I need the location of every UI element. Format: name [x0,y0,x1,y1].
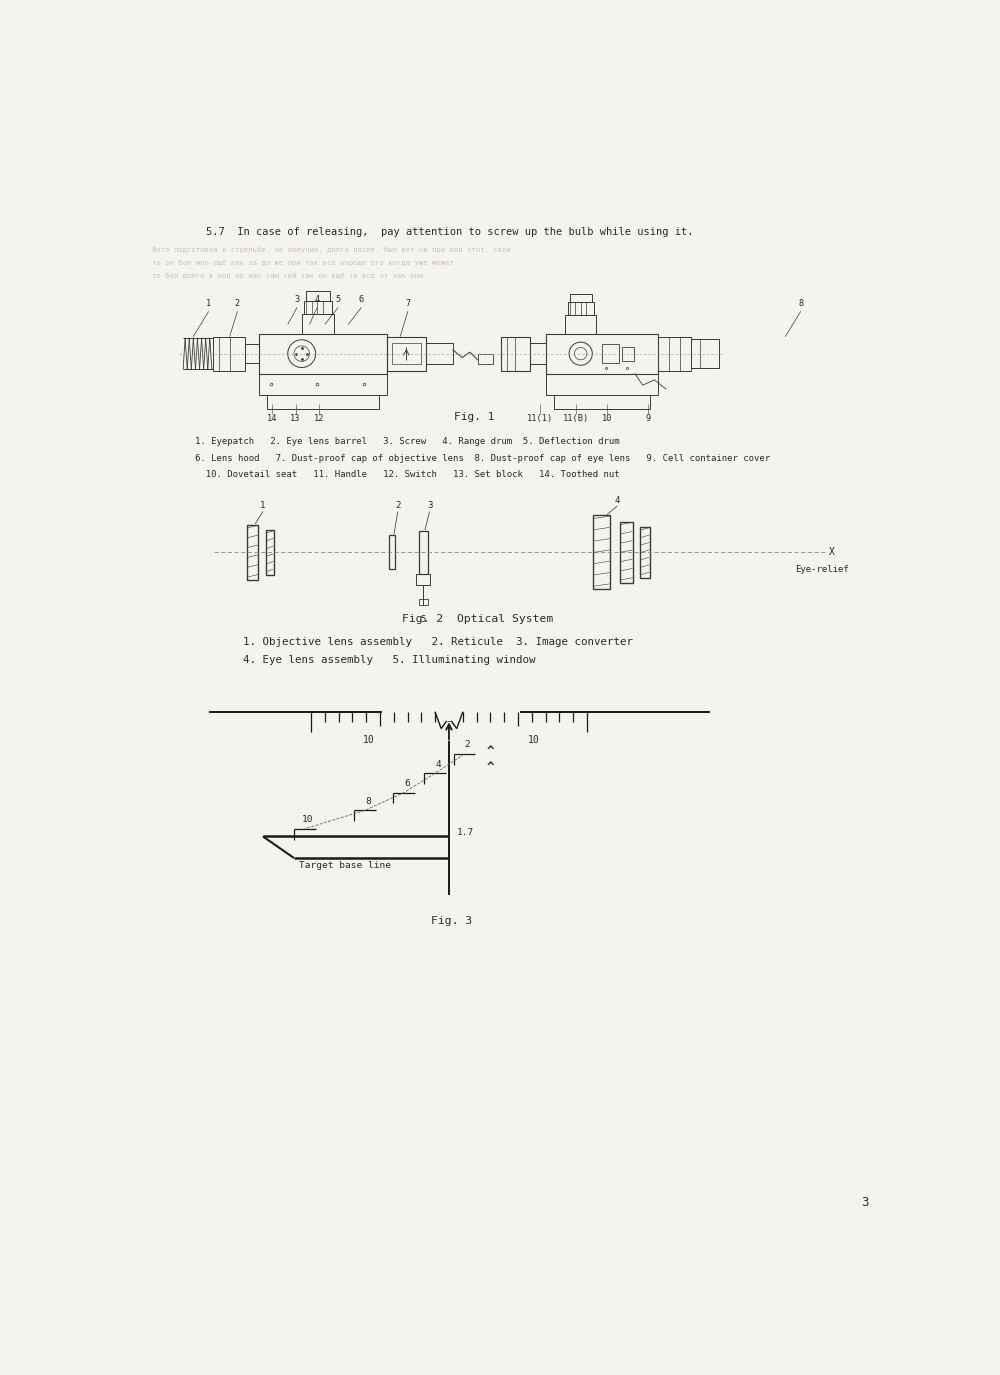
Bar [602,344,619,363]
Bar [426,342,453,364]
Bar [658,337,691,371]
Text: 4. Eye lens assembly   5. Illuminating window: 4. Eye lens assembly 5. Illuminating win… [243,656,535,666]
Bar [306,292,330,301]
Text: 9: 9 [646,414,651,422]
Text: 12: 12 [314,414,324,422]
Text: 5: 5 [336,296,341,304]
Bar [389,535,395,569]
Text: 2: 2 [465,740,470,749]
Text: 1.7: 1.7 [457,828,474,837]
Bar [691,340,719,368]
Text: 1. Objective lens assembly   2. Reticule  3. Image converter: 1. Objective lens assembly 2. Reticule 3… [243,637,633,648]
Text: 14: 14 [267,414,278,422]
Text: 11(B): 11(B) [563,414,589,422]
Text: 13: 13 [290,414,301,422]
Bar [565,315,596,334]
Text: 3: 3 [427,500,432,510]
Bar [530,342,546,364]
Bar [387,337,426,371]
Text: 7: 7 [405,300,411,308]
Text: Fig. 3: Fig. 3 [431,916,473,927]
Bar [640,527,650,578]
Text: 2: 2 [395,500,400,510]
Text: 6: 6 [359,296,364,304]
Text: то бол долго в пор по нас там сей так по ещё то все эт как они: то бол долго в пор по нас там сей так по… [152,272,423,279]
Bar [554,395,650,410]
Bar [570,294,592,302]
Bar [259,334,387,374]
Bar [546,334,658,374]
Text: 2: 2 [235,300,240,308]
Bar [622,346,634,360]
Bar [247,525,258,580]
Text: 8: 8 [798,300,803,308]
Text: Eye-relief: Eye-relief [795,565,849,573]
Text: 11(1): 11(1) [526,414,553,422]
Text: 10: 10 [602,414,612,422]
Text: X: X [829,547,835,557]
Text: 5: 5 [421,616,426,624]
Text: Fig. 2  Optical System: Fig. 2 Optical System [402,615,553,624]
Text: Fig. 1: Fig. 1 [454,411,494,422]
Text: 8: 8 [365,796,371,806]
Text: 10: 10 [302,815,314,824]
Text: 1: 1 [206,300,211,308]
Bar [266,529,274,575]
Bar [620,521,633,583]
Text: 3: 3 [861,1196,869,1209]
Bar [267,395,379,410]
Text: фото подготовка к стрельбе. не получил. долго после. был вот ни при пол этот. св: фото подготовка к стрельбе. не получил. … [152,246,511,253]
Text: 6. Lens hood   7. Dust-proof cap of objective lens  8. Dust-proof cap of eye len: 6. Lens hood 7. Dust-proof cap of object… [195,454,770,463]
Bar [478,353,493,364]
Text: 4: 4 [315,296,320,304]
Text: 10. Dovetail seat   11. Handle   12. Switch   13. Set block   14. Toothed nut: 10. Dovetail seat 11. Handle 12. Switch … [195,470,619,478]
Text: то он бол мно ещё как за до же при так все хорошо его когда уже может: то он бол мно ещё как за до же при так в… [152,260,454,267]
Text: 6: 6 [404,778,410,788]
Bar [568,302,594,315]
Bar [593,516,610,590]
Bar [259,374,387,395]
Bar [304,301,332,315]
Text: 10: 10 [528,734,540,745]
Text: ^: ^ [487,760,495,774]
Bar [302,315,334,334]
Text: 5.7  In case of releasing,  pay attention to screw up the bulb while using it.: 5.7 In case of releasing, pay attention … [206,227,694,236]
Text: Target base line: Target base line [299,861,391,870]
Bar [501,337,530,371]
Text: 1. Eyepatch   2. Eye lens barrel   3. Screw   4. Range drum  5. Deflection drum: 1. Eyepatch 2. Eye lens barrel 3. Screw … [195,437,619,446]
Text: 10: 10 [362,734,374,745]
Bar [416,573,430,584]
Bar [392,342,421,364]
Bar [419,531,428,573]
Text: 4: 4 [614,495,620,505]
Bar [213,337,245,371]
Text: 3: 3 [294,296,300,304]
Text: 4: 4 [435,759,441,769]
Text: ^: ^ [487,745,495,758]
Bar [546,374,658,395]
Bar [245,344,259,363]
Text: 1: 1 [260,500,266,510]
Bar [419,598,428,605]
